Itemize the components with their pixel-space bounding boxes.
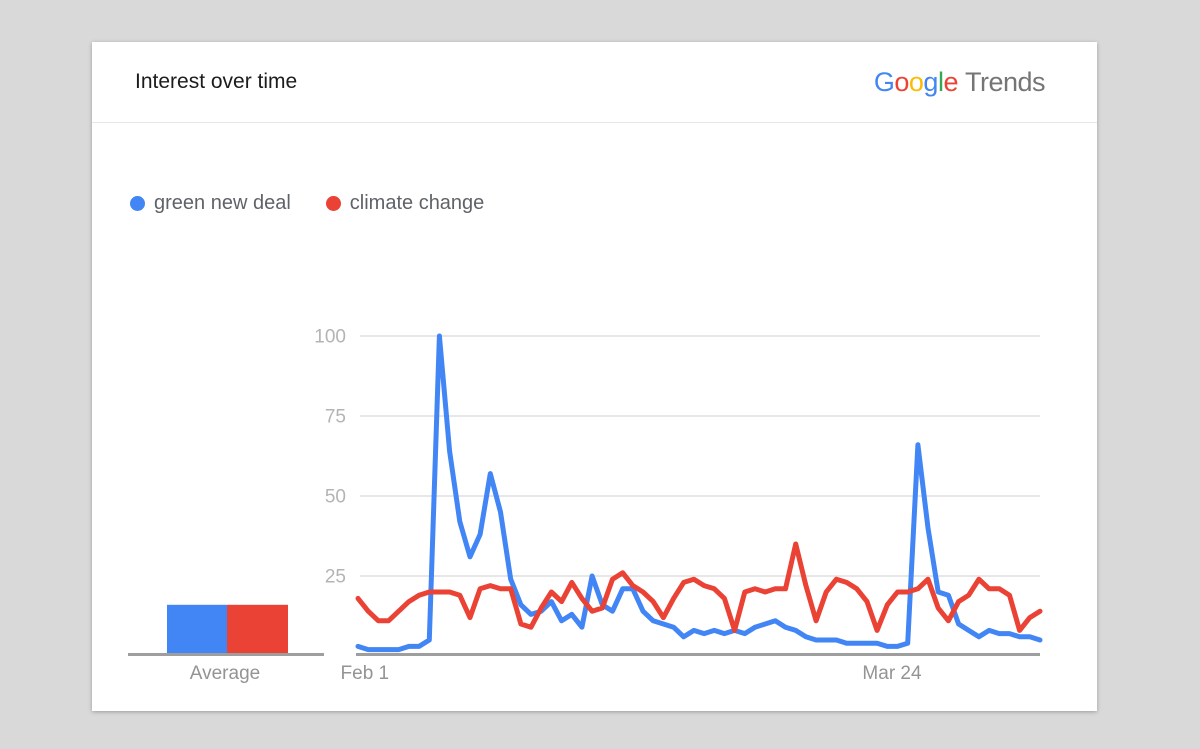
average-bar-climate-change[interactable] <box>227 604 288 656</box>
google-logo-letter: g <box>923 66 938 97</box>
google-logo-letter: o <box>894 66 909 97</box>
average-bar-chart[interactable]: Average <box>128 322 324 702</box>
google-logo-wordmark: Google <box>873 66 959 98</box>
series-line-climate-change[interactable] <box>355 541 1043 633</box>
legend-dot-blue-icon <box>130 196 145 211</box>
google-trends-logo[interactable]: Google Trends <box>873 42 1046 122</box>
y-axis-label-100: 100 <box>314 327 346 348</box>
google-logo-letter: G <box>873 66 895 97</box>
google-logo-letter: l <box>937 66 944 97</box>
chart-legend: green new deal climate change <box>130 192 519 215</box>
legend-item-climate-change: climate change <box>325 192 485 215</box>
legend-dot-red-icon <box>325 196 341 211</box>
google-logo-letter: e <box>943 66 958 97</box>
average-axis-label: Average <box>190 663 260 684</box>
legend-item-green-new-deal: green new deal <box>130 192 291 215</box>
series-line-green-new-deal[interactable] <box>355 333 1043 653</box>
legend-label-climate-change: climate change <box>349 192 485 214</box>
trends-widget-card: Interest over time Google Trends green n… <box>92 42 1097 711</box>
average-bar-green-new-deal[interactable] <box>167 604 227 656</box>
x-axis-label-Mar-24: Mar 24 <box>862 663 922 684</box>
interest-over-time-line-chart[interactable]: 25 50 75 100 Feb 1 Mar 24 <box>300 322 1060 702</box>
x-axis-label-Feb-1: Feb 1 <box>341 663 390 684</box>
y-axis-label-25: 25 <box>325 567 346 588</box>
page-title: Interest over time <box>135 70 298 93</box>
google-logo-trends-text: Trends <box>964 66 1046 97</box>
y-axis-label-75: 75 <box>325 407 346 428</box>
y-axis-label-50: 50 <box>325 487 346 508</box>
legend-label-green-new-deal: green new deal <box>154 192 291 214</box>
google-logo-letter: o <box>908 66 924 97</box>
widget-header: Interest over time Google Trends <box>92 42 1097 123</box>
